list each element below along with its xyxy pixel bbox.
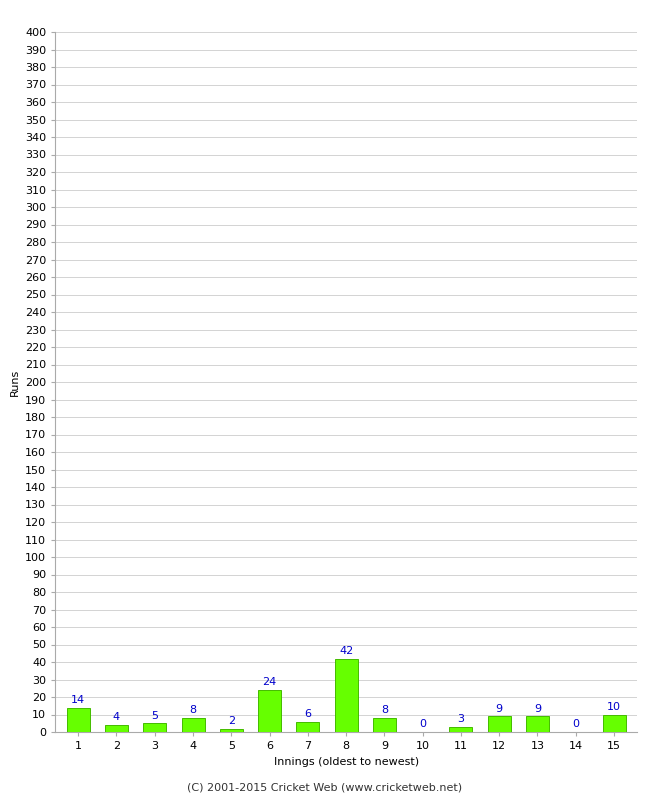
Bar bbox=[449, 726, 473, 732]
Text: 24: 24 bbox=[263, 678, 277, 687]
Bar bbox=[526, 716, 549, 732]
Text: 9: 9 bbox=[496, 704, 503, 714]
Text: (C) 2001-2015 Cricket Web (www.cricketweb.net): (C) 2001-2015 Cricket Web (www.cricketwe… bbox=[187, 782, 463, 792]
Text: 8: 8 bbox=[189, 706, 196, 715]
Text: 14: 14 bbox=[71, 695, 85, 705]
Text: 2: 2 bbox=[227, 716, 235, 726]
Text: 4: 4 bbox=[113, 712, 120, 722]
Text: 6: 6 bbox=[304, 709, 311, 719]
Bar bbox=[258, 690, 281, 732]
Bar bbox=[488, 716, 511, 732]
Y-axis label: Runs: Runs bbox=[9, 368, 20, 396]
Bar bbox=[296, 722, 319, 732]
X-axis label: Innings (oldest to newest): Innings (oldest to newest) bbox=[274, 757, 419, 766]
Text: 8: 8 bbox=[381, 706, 388, 715]
Text: 42: 42 bbox=[339, 646, 353, 656]
Text: 0: 0 bbox=[419, 719, 426, 730]
Bar bbox=[67, 707, 90, 732]
Bar bbox=[143, 723, 166, 732]
Text: 0: 0 bbox=[572, 719, 579, 730]
Text: 9: 9 bbox=[534, 704, 541, 714]
Bar bbox=[220, 729, 243, 732]
Text: 3: 3 bbox=[458, 714, 465, 724]
Bar bbox=[603, 714, 625, 732]
Bar bbox=[335, 658, 358, 732]
Bar bbox=[373, 718, 396, 732]
Bar bbox=[105, 725, 128, 732]
Bar bbox=[181, 718, 205, 732]
Text: 10: 10 bbox=[607, 702, 621, 712]
Text: 5: 5 bbox=[151, 710, 158, 721]
